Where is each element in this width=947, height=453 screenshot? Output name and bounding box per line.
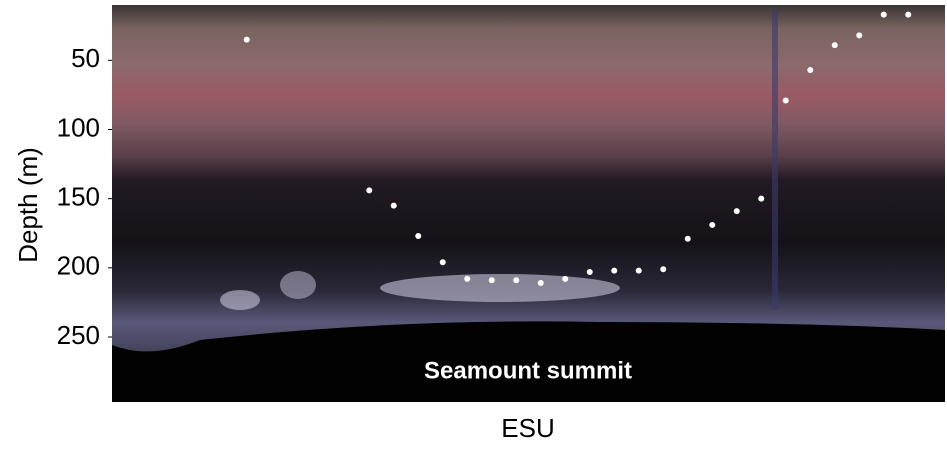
y-tick-label: 200 bbox=[57, 251, 100, 281]
track-point bbox=[537, 280, 544, 287]
y-tick-label: 50 bbox=[71, 43, 100, 73]
track-point bbox=[366, 187, 373, 194]
track-point bbox=[439, 259, 446, 266]
track-point bbox=[635, 267, 642, 274]
track-point bbox=[586, 268, 593, 275]
track-point bbox=[464, 275, 471, 282]
track-point bbox=[880, 11, 887, 18]
track-point bbox=[415, 233, 422, 240]
track-point bbox=[758, 195, 765, 202]
track-point bbox=[831, 42, 838, 49]
track-point bbox=[243, 36, 250, 43]
scatter-layer bbox=[380, 274, 620, 302]
track-point bbox=[488, 277, 495, 284]
track-point bbox=[513, 277, 520, 284]
x-axis-title: ESU bbox=[501, 413, 554, 443]
track-point bbox=[709, 221, 716, 228]
scatter-layer bbox=[220, 290, 260, 310]
track-point bbox=[807, 67, 814, 74]
seamount bbox=[112, 321, 945, 402]
track-point bbox=[660, 266, 667, 273]
track-point bbox=[611, 267, 618, 274]
track-point bbox=[684, 235, 691, 242]
track-point bbox=[905, 11, 912, 18]
track-point bbox=[782, 97, 789, 104]
scatter-layer bbox=[280, 271, 316, 299]
track-point bbox=[733, 208, 740, 215]
track-point bbox=[562, 275, 569, 282]
annotation: Seamount summit bbox=[424, 357, 632, 384]
y-tick-label: 250 bbox=[57, 320, 100, 350]
y-axis-title: Depth (m) bbox=[13, 147, 43, 263]
y-tick-label: 150 bbox=[57, 182, 100, 212]
artifact bbox=[772, 10, 778, 310]
track-point bbox=[856, 32, 863, 39]
track-point bbox=[390, 202, 397, 209]
y-tick-label: 100 bbox=[57, 112, 100, 142]
